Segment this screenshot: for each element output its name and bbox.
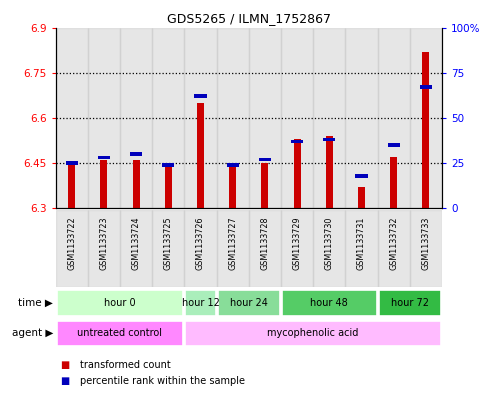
Bar (152, 210, 185, 287)
Bar (100, 160, 107, 208)
Text: time ▶: time ▶ (18, 298, 53, 308)
Bar (259, 158, 271, 161)
Bar (249, 28, 281, 208)
Text: agent ▶: agent ▶ (12, 328, 53, 338)
Text: GSM1133732: GSM1133732 (389, 217, 398, 270)
FancyBboxPatch shape (282, 290, 377, 316)
Bar (56, 28, 88, 208)
Title: GDS5265 / ILMN_1752867: GDS5265 / ILMN_1752867 (167, 12, 331, 25)
Bar (229, 166, 236, 208)
Bar (88, 28, 120, 208)
Bar (216, 210, 249, 287)
Text: hour 12: hour 12 (182, 298, 219, 308)
FancyBboxPatch shape (185, 290, 215, 316)
FancyBboxPatch shape (57, 290, 184, 316)
Text: GSM1133725: GSM1133725 (164, 217, 173, 270)
Text: GSM1133723: GSM1133723 (99, 217, 108, 270)
Bar (313, 28, 345, 208)
Bar (194, 94, 207, 98)
FancyBboxPatch shape (379, 290, 441, 316)
Text: hour 0: hour 0 (104, 298, 136, 308)
Bar (197, 103, 204, 208)
Bar (66, 161, 78, 165)
Bar (291, 140, 303, 143)
Bar (216, 28, 249, 208)
Text: hour 72: hour 72 (391, 298, 429, 308)
Bar (132, 160, 140, 208)
Bar (120, 210, 152, 287)
Text: GSM1133729: GSM1133729 (293, 217, 301, 270)
Text: percentile rank within the sample: percentile rank within the sample (80, 376, 245, 386)
Bar (281, 28, 313, 208)
Text: ■: ■ (60, 376, 70, 386)
Bar (378, 28, 410, 208)
Bar (313, 210, 345, 287)
FancyBboxPatch shape (185, 321, 441, 346)
Bar (410, 210, 442, 287)
Bar (120, 28, 152, 208)
Text: GSM1133730: GSM1133730 (325, 217, 334, 270)
Text: transformed count: transformed count (80, 360, 170, 370)
Text: GSM1133733: GSM1133733 (421, 217, 430, 270)
Bar (68, 163, 75, 208)
Text: GSM1133722: GSM1133722 (67, 217, 76, 270)
Bar (345, 28, 378, 208)
FancyBboxPatch shape (57, 321, 184, 346)
Bar (323, 138, 335, 141)
Text: hour 48: hour 48 (311, 298, 348, 308)
Bar (326, 136, 333, 208)
Bar (162, 163, 174, 167)
Bar (355, 174, 368, 178)
Bar (422, 51, 429, 208)
Bar (358, 187, 365, 208)
Text: ■: ■ (60, 360, 70, 370)
Bar (249, 210, 281, 287)
Bar (420, 85, 432, 89)
Text: GSM1133726: GSM1133726 (196, 217, 205, 270)
Bar (294, 139, 300, 208)
Bar (98, 156, 110, 160)
Bar (152, 28, 185, 208)
Bar (261, 163, 269, 208)
Text: hour 24: hour 24 (230, 298, 268, 308)
Bar (88, 210, 120, 287)
Text: GSM1133728: GSM1133728 (260, 217, 270, 270)
Bar (130, 152, 142, 156)
Bar (165, 166, 172, 208)
Text: mycophenolic acid: mycophenolic acid (268, 328, 359, 338)
FancyBboxPatch shape (217, 290, 280, 316)
Bar (227, 163, 239, 167)
Bar (410, 28, 442, 208)
Bar (281, 210, 313, 287)
Bar (56, 210, 88, 287)
Bar (185, 210, 216, 287)
Bar (378, 210, 410, 287)
Text: GSM1133727: GSM1133727 (228, 217, 237, 270)
Bar (390, 157, 397, 208)
Bar (345, 210, 378, 287)
Bar (185, 28, 216, 208)
Bar (387, 143, 400, 147)
Text: GSM1133724: GSM1133724 (131, 217, 141, 270)
Text: untreated control: untreated control (77, 328, 162, 338)
Text: GSM1133731: GSM1133731 (357, 217, 366, 270)
